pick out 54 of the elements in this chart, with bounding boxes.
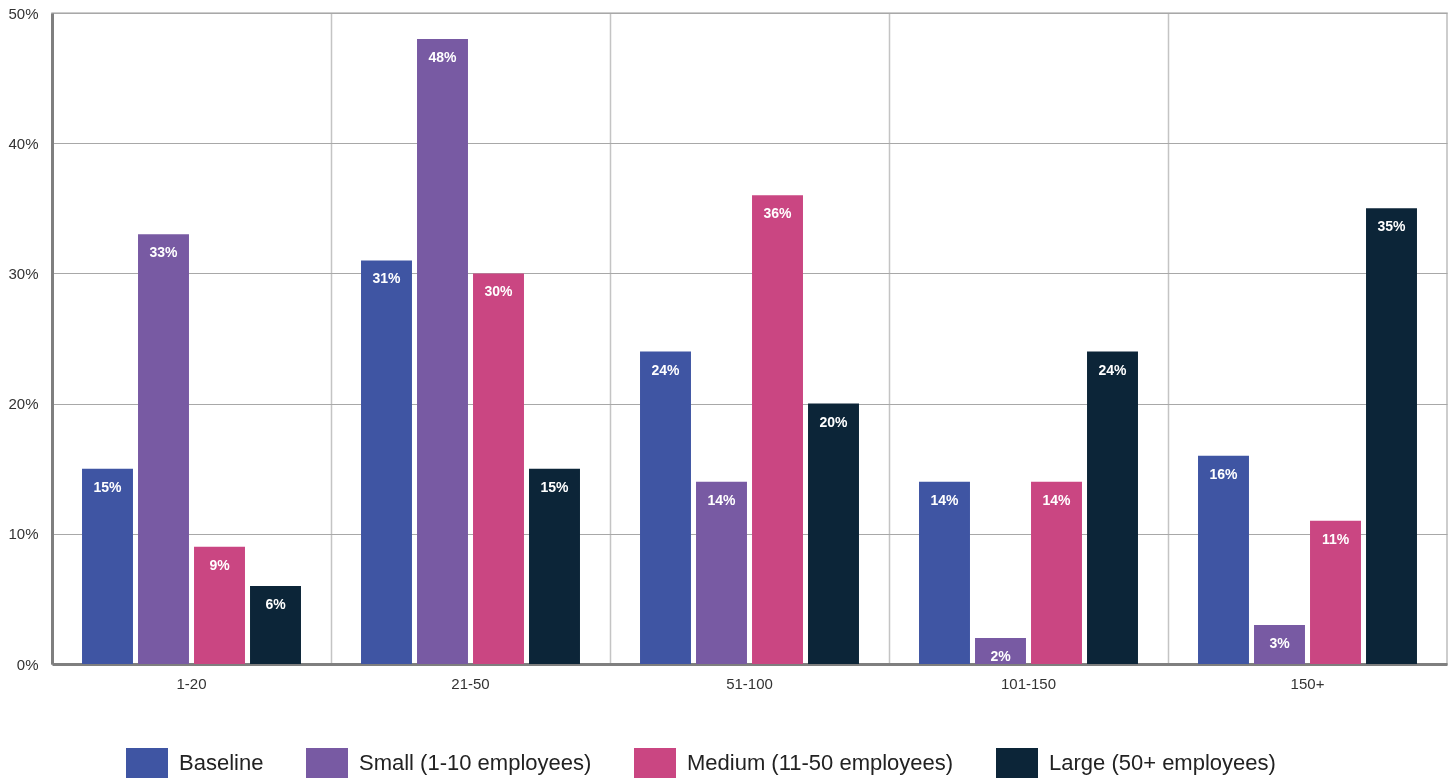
y-tick-label: 50%: [8, 4, 39, 22]
bar: [808, 403, 859, 664]
data-label: 15%: [93, 478, 123, 495]
data-label: 36%: [763, 205, 793, 222]
x-tick-label: 101-150: [1000, 674, 1057, 692]
bar: [696, 481, 747, 664]
y-tick-label: 30%: [8, 264, 39, 282]
data-label: 35%: [1377, 218, 1407, 235]
bar: [138, 234, 189, 664]
data-label: 15%: [540, 478, 570, 495]
y-tick-label: 40%: [8, 134, 39, 152]
y-tick-label: 20%: [8, 395, 39, 413]
bar: [640, 351, 691, 664]
data-label: 14%: [707, 491, 737, 508]
bar: [250, 585, 301, 664]
legend-label: Medium (11-50 employees): [687, 750, 954, 775]
bar: [473, 273, 524, 664]
data-label: 2%: [990, 647, 1012, 664]
data-label: 3%: [1269, 634, 1291, 651]
y-tick-label: 0%: [16, 655, 39, 673]
bar: [1198, 455, 1249, 664]
x-tick-label: 21-50: [451, 674, 490, 692]
data-label: 16%: [1209, 465, 1239, 482]
bar: [1031, 481, 1082, 664]
bar: [417, 39, 468, 664]
data-label: 31%: [372, 270, 402, 287]
data-label: 14%: [930, 491, 960, 508]
legend-label: Small (1-10 employees): [359, 750, 592, 775]
bar: [82, 468, 133, 664]
x-tick-label: 150+: [1290, 674, 1325, 692]
x-tick-label: 51-100: [726, 674, 773, 692]
data-label: 11%: [1321, 530, 1350, 547]
data-label: 24%: [651, 361, 681, 378]
legend-label: Baseline: [179, 750, 264, 775]
data-label: 48%: [428, 49, 458, 66]
bar: [919, 481, 970, 664]
x-tick-label: 1-20: [176, 674, 207, 692]
data-label: 6%: [265, 595, 287, 612]
bar: [1087, 351, 1138, 664]
bar: [1254, 624, 1305, 664]
bar: [1366, 208, 1417, 664]
bar: [194, 546, 245, 664]
bar: [529, 468, 580, 664]
data-label: 20%: [819, 413, 849, 430]
bar: [1310, 520, 1361, 664]
bar: [752, 195, 803, 664]
data-label: 30%: [484, 283, 514, 300]
bar: [361, 260, 412, 664]
data-label: 9%: [209, 556, 231, 573]
data-label: 33%: [149, 244, 179, 261]
data-label: 24%: [1098, 361, 1128, 378]
legend-label: Large (50+ employees): [1049, 750, 1276, 775]
data-label: 14%: [1042, 491, 1072, 508]
y-tick-label: 10%: [8, 525, 39, 543]
